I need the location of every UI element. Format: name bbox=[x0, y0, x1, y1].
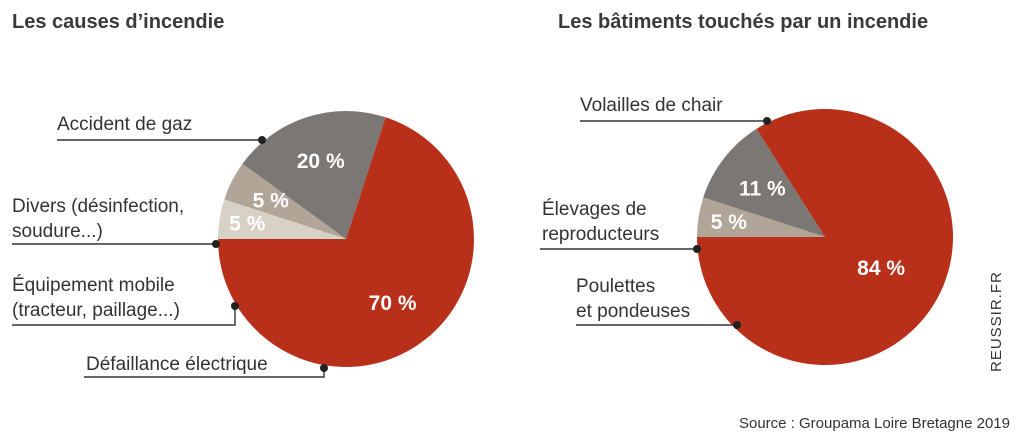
pie-slice-poulettes-et-pondeuses bbox=[703, 128, 825, 237]
source-credit: Source : Groupama Loire Bretagne 2019 bbox=[739, 415, 1010, 432]
callout-breeders-line1: Élevages de bbox=[542, 199, 647, 220]
leader-lines-buildings bbox=[540, 117, 771, 329]
callout-divers-line2: soudure...) bbox=[12, 221, 103, 242]
pie-slice-value-divers-desinfection-soudure: 5 % bbox=[229, 212, 266, 235]
leader-dot-divers bbox=[212, 240, 220, 248]
pie-slice-volailles-de-chair bbox=[697, 109, 953, 366]
leader-lines-causes bbox=[12, 136, 328, 378]
pie-slice-divers-desinfection-soudure bbox=[218, 199, 346, 239]
pie-slice-value-poulettes-et-pondeuses: 11 % bbox=[739, 177, 786, 200]
pie-slice-value-elevages-de-reproducteurs: 5 % bbox=[711, 211, 748, 234]
pie-slice-accident-de-gaz bbox=[218, 117, 474, 367]
pie-slice-value-accident-de-gaz: 70 % bbox=[369, 292, 417, 315]
pie-slice-value-defaillance-electrique: 20 % bbox=[297, 150, 345, 173]
leader-dot-mobile bbox=[231, 302, 239, 310]
pie-slice-elevages-de-reproducteurs bbox=[697, 197, 825, 237]
chart-title-buildings: Les bâtiments touchés par un incendie bbox=[558, 11, 928, 33]
pie-slice-equipement-mobile-tracteur-paillage bbox=[224, 163, 346, 239]
leader-dot-broilers bbox=[763, 117, 771, 125]
pie-slice-value-equipement-mobile-tracteur-paillage: 5 % bbox=[253, 190, 290, 213]
brand-watermark: REUSSIR.FR bbox=[988, 271, 1005, 372]
callout-mobile-line2: (tracteur, paillage...) bbox=[12, 300, 180, 321]
leader-line-mobile bbox=[12, 306, 236, 326]
callout-layers-line2: et pondeuses bbox=[576, 301, 690, 322]
leader-dot-electric bbox=[320, 364, 328, 372]
leader-dot-layers bbox=[733, 321, 741, 329]
pie-chart-buildings: 84 % 11 % 5 % bbox=[697, 109, 953, 366]
pie-slice-value-volailles-de-chair: 84 % bbox=[857, 257, 905, 280]
leader-dot-breeders bbox=[693, 245, 701, 253]
pie-chart-causes: 70 % 20 % 5 %5 % bbox=[218, 110, 474, 367]
callout-layers-line1: Poulettes bbox=[576, 276, 655, 297]
callout-mobile-line1: Équipement mobile bbox=[12, 275, 175, 296]
chart-title-causes: Les causes d’incendie bbox=[12, 11, 224, 33]
callout-broilers: Volailles de chair bbox=[580, 95, 723, 116]
callout-divers-line1: Divers (désinfection, bbox=[12, 196, 184, 217]
leader-dot-gas bbox=[258, 136, 266, 144]
callout-gas: Accident de gaz bbox=[57, 114, 192, 135]
pie-slice-defaillance-electrique bbox=[242, 110, 386, 239]
callout-breeders-line2: reproducteurs bbox=[542, 224, 659, 245]
callout-electric: Défaillance électrique bbox=[86, 354, 268, 375]
